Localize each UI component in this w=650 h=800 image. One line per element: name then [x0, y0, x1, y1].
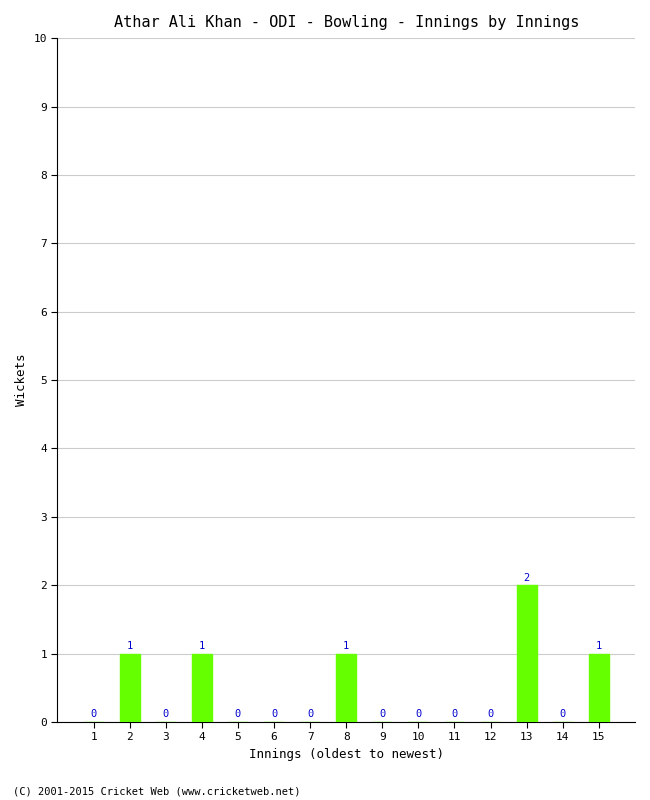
- Text: 1: 1: [199, 641, 205, 651]
- Text: 0: 0: [162, 710, 169, 719]
- Text: 0: 0: [488, 710, 494, 719]
- X-axis label: Innings (oldest to newest): Innings (oldest to newest): [249, 748, 444, 761]
- Bar: [336, 654, 356, 722]
- Text: 0: 0: [415, 710, 422, 719]
- Text: 0: 0: [235, 710, 241, 719]
- Text: 0: 0: [307, 710, 313, 719]
- Text: 0: 0: [560, 710, 566, 719]
- Text: 1: 1: [595, 641, 602, 651]
- Y-axis label: Wickets: Wickets: [15, 354, 28, 406]
- Title: Athar Ali Khan - ODI - Bowling - Innings by Innings: Athar Ali Khan - ODI - Bowling - Innings…: [114, 15, 579, 30]
- Text: 0: 0: [90, 710, 97, 719]
- Text: 0: 0: [271, 710, 277, 719]
- Bar: [120, 654, 140, 722]
- Bar: [192, 654, 212, 722]
- Bar: [517, 586, 537, 722]
- Text: 0: 0: [451, 710, 458, 719]
- Bar: [589, 654, 609, 722]
- Text: 1: 1: [127, 641, 133, 651]
- Text: (C) 2001-2015 Cricket Web (www.cricketweb.net): (C) 2001-2015 Cricket Web (www.cricketwe…: [13, 786, 300, 796]
- Text: 0: 0: [379, 710, 385, 719]
- Text: 2: 2: [523, 573, 530, 582]
- Text: 1: 1: [343, 641, 349, 651]
